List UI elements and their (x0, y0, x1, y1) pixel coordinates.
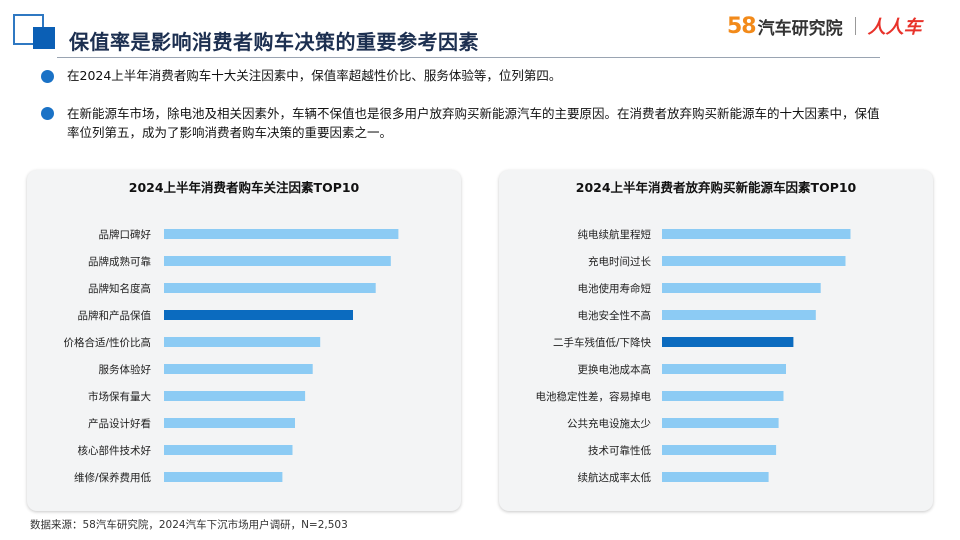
category-label: 品牌口碑好 (99, 228, 152, 241)
category-label: 核心部件技术好 (78, 444, 152, 457)
chart-panel-abandon-factors: 2024上半年消费者放弃购买新能源车因素TOP10 纯电续航里程短充电时间过长电池… (499, 170, 933, 511)
bar (662, 391, 784, 401)
bar (164, 229, 399, 239)
category-label: 电池使用寿命短 (578, 282, 652, 295)
bar (662, 229, 851, 239)
category-label: 市场保有量大 (88, 390, 151, 403)
bar (662, 310, 816, 320)
bar (164, 472, 283, 482)
bullet-text-1: 在2024上半年消费者购车十大关注因素中，保值率超越性价比、服务体验等，位列第四… (67, 68, 562, 83)
bar (662, 445, 777, 455)
category-label: 品牌和产品保值 (78, 309, 152, 322)
category-label: 电池安全性不高 (578, 309, 652, 322)
bar (662, 472, 769, 482)
category-label: 品牌成熟可靠 (88, 255, 151, 268)
bar (662, 364, 786, 374)
bullet-dot (41, 70, 54, 83)
bar (164, 283, 376, 293)
brand-logo: 58 汽车研究院 人人车 (727, 12, 947, 40)
chart-title: 2024上半年消费者购车关注因素TOP10 (129, 180, 360, 195)
bar (164, 418, 295, 428)
bullet-text-2: 在新能源车市场，除电池及相关因素外，车辆不保值也是很多用户放弃购买新能源汽车的主… (67, 106, 880, 140)
category-label: 服务体验好 (99, 363, 152, 376)
title-divider (57, 57, 880, 58)
category-label: 价格合适/性价比高 (63, 336, 151, 349)
bar (662, 256, 846, 266)
category-label: 品牌知名度高 (88, 282, 151, 295)
title-decoration-square (33, 27, 55, 49)
category-label: 产品设计好看 (88, 417, 151, 430)
logo-text: 汽车研究院 (757, 18, 843, 39)
chart-panel-purchase-factors: 2024上半年消费者购车关注因素TOP10 品牌口碑好品牌成熟可靠 品牌知名度高品牌… (27, 170, 461, 511)
bar-highlighted (164, 310, 353, 320)
category-label: 续航达成率太低 (578, 471, 652, 484)
category-label: 更换电池成本高 (578, 363, 652, 376)
category-label: 电池稳定性差，容易掉电 (536, 390, 652, 403)
category-label: 维修/保养费用低 (74, 471, 152, 484)
category-label: 充电时间过长 (588, 255, 651, 268)
bar (164, 256, 391, 266)
logo-separator (854, 17, 856, 35)
bar (164, 337, 321, 347)
category-label: 二手车残值低/下降快 (553, 336, 652, 349)
source-note: 数据来源：58汽车研究院，2024汽车下沉市场用户调研，N=2,503 (30, 519, 348, 531)
bar-highlighted (662, 337, 794, 347)
bar (164, 445, 293, 455)
page-title: 保值率是影响消费者购车决策的重要参考因素 (69, 30, 479, 54)
chart-title: 2024上半年消费者放弃购买新能源车因素TOP10 (576, 180, 857, 195)
chart-abandon-factors: 2024上半年消费者放弃购买新能源车因素TOP10 纯电续航里程短充电时间过长电池… (536, 180, 857, 484)
bullet-dot (41, 107, 54, 120)
bar (662, 418, 779, 428)
bar (164, 391, 306, 401)
chart-purchase-factors: 2024上半年消费者购车关注因素TOP10 品牌口碑好品牌成熟可靠品牌知名度高品牌… (63, 180, 399, 484)
bar (164, 364, 313, 374)
category-label: 纯电续航里程短 (578, 228, 652, 241)
logo-renrenche: 人人车 (867, 17, 922, 38)
category-label: 技术可靠性低 (588, 444, 651, 457)
category-label: 公共充电设施太少 (567, 417, 651, 430)
logo-58: 58 (727, 13, 757, 39)
bar (662, 283, 821, 293)
